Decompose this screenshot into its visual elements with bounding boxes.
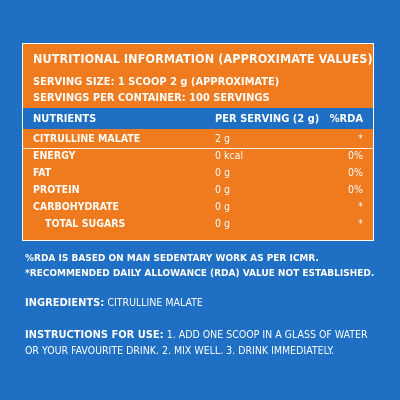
table-row: CARBOHYDRATE 0 g * [23, 199, 373, 216]
header-nutrients: NUTRIENTS [33, 112, 97, 125]
servings-per-container: SERVINGS PER CONTAINER: 100 SERVINGS [33, 91, 270, 104]
table-header-band [23, 108, 373, 129]
rda-not-established-note: *RECOMMENDED DAILY ALLOWANCE (RDA) VALUE… [25, 268, 375, 279]
table-row: FAT 0 g 0% [23, 165, 373, 182]
nutrient-name: CARBOHYDRATE [33, 201, 120, 213]
table-row: ENERGY 0 kcal 0% [23, 148, 373, 165]
nutrient-name: FAT [33, 167, 52, 179]
nutrient-rda: * [358, 133, 363, 145]
nutrient-value: 2 g [215, 133, 231, 145]
nutrient-value: 0 g [215, 201, 231, 213]
nutrient-value: 0 g [215, 218, 231, 230]
rda-basis-note: %RDA IS BASED ON MAN SEDENTARY WORK AS P… [25, 253, 319, 264]
instructions-label: INSTRUCTIONS FOR USE: [25, 328, 164, 341]
header-per-serving: PER SERVING (2 g) [215, 112, 320, 125]
nutrient-value: 0 kcal [215, 150, 244, 162]
nutrient-rda: * [358, 218, 363, 230]
nutrition-panel: NUTRITIONAL INFORMATION (APPROXIMATE VAL… [22, 43, 374, 241]
serving-size: SERVING SIZE: 1 SCOOP 2 g (APPROXIMATE) [33, 75, 280, 88]
ingredients-label: INGREDIENTS: [25, 296, 105, 309]
instructions-value: 1. ADD ONE SCOOP IN A GLASS OF WATER OR … [25, 329, 368, 357]
nutrient-value: 0 g [215, 167, 231, 179]
header-rda: %RDA [329, 112, 363, 125]
nutrient-name: PROTEIN [33, 184, 80, 196]
ingredients-line: INGREDIENTS: CITRULLINE MALATE [25, 296, 203, 309]
nutrient-value: 0 g [215, 184, 231, 196]
ingredients-value: CITRULLINE MALATE [107, 297, 203, 309]
instructions-block: INSTRUCTIONS FOR USE: 1. ADD ONE SCOOP I… [25, 327, 380, 359]
nutrient-rda: 0% [348, 167, 363, 179]
nutrient-rda: * [358, 201, 363, 213]
nutrient-name: TOTAL SUGARS [45, 218, 126, 230]
panel-title: NUTRITIONAL INFORMATION (APPROXIMATE VAL… [33, 51, 373, 66]
table-row: CITRULLINE MALATE 2 g * [23, 131, 373, 149]
nutrient-name: CITRULLINE MALATE [33, 133, 141, 145]
table-row: TOTAL SUGARS 0 g * [23, 216, 373, 233]
nutrient-rda: 0% [348, 150, 363, 162]
nutrient-rda: 0% [348, 184, 363, 196]
nutrient-name: ENERGY [33, 150, 76, 162]
table-row: PROTEIN 0 g 0% [23, 182, 373, 199]
